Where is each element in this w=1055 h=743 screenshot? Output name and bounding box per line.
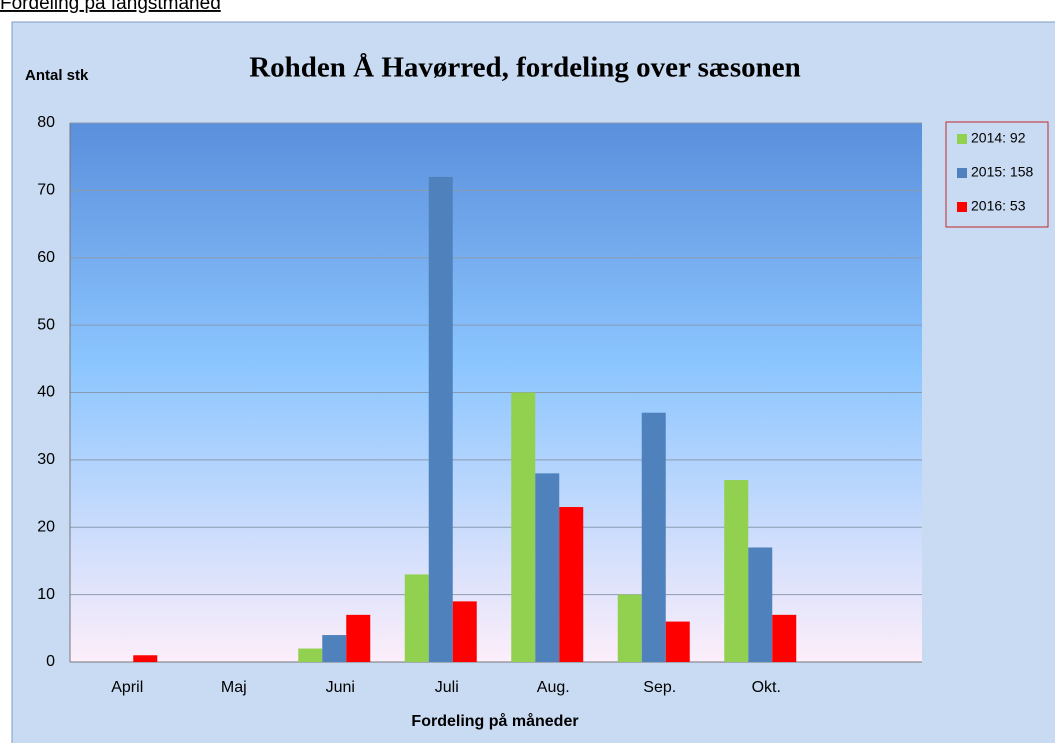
y-axis-title: Antal stk — [25, 67, 89, 84]
bar — [322, 635, 347, 662]
bar — [665, 621, 690, 662]
chart-title: Rohden Å Havørred, fordeling over sæsone… — [249, 52, 801, 84]
bar — [428, 176, 453, 662]
x-axis-title: Fordeling på måneder — [411, 712, 578, 730]
x-tick-label: Juli — [435, 679, 459, 696]
x-tick-label: Okt. — [752, 679, 781, 696]
bar — [298, 648, 323, 662]
y-tick-label: 30 — [37, 451, 55, 468]
bar — [404, 574, 429, 662]
legend-label: 2016: 53 — [971, 198, 1026, 214]
y-tick-label: 10 — [37, 586, 55, 603]
y-tick-label: 20 — [37, 518, 55, 535]
legend-label: 2015: 158 — [971, 164, 1033, 180]
bar — [748, 547, 773, 662]
bar — [772, 614, 797, 662]
y-tick-label: 40 — [37, 384, 55, 401]
x-tick-label: Sep. — [643, 679, 676, 696]
legend-swatch — [957, 202, 967, 212]
bar — [346, 614, 371, 662]
legend-swatch — [957, 168, 967, 178]
bar — [724, 480, 749, 662]
x-tick-label: Maj — [221, 679, 247, 696]
bar — [511, 392, 536, 662]
x-tick-label: April — [111, 679, 143, 696]
y-tick-label: 0 — [46, 653, 55, 670]
y-tick-label: 60 — [37, 249, 55, 266]
bar — [559, 507, 584, 662]
y-tick-label: 50 — [37, 316, 55, 333]
bar — [535, 473, 560, 662]
y-tick-label: 70 — [37, 182, 55, 199]
legend-label: 2014: 92 — [971, 130, 1026, 146]
bar — [617, 594, 642, 662]
page-heading: Fordeling på fangstmåned — [0, 0, 221, 14]
legend-swatch — [957, 134, 967, 144]
x-tick-label: Juni — [326, 679, 355, 696]
bar — [452, 601, 477, 662]
bar — [641, 412, 666, 662]
x-tick-label: Aug. — [537, 679, 570, 696]
bar — [133, 655, 158, 662]
y-tick-label: 80 — [37, 114, 55, 131]
